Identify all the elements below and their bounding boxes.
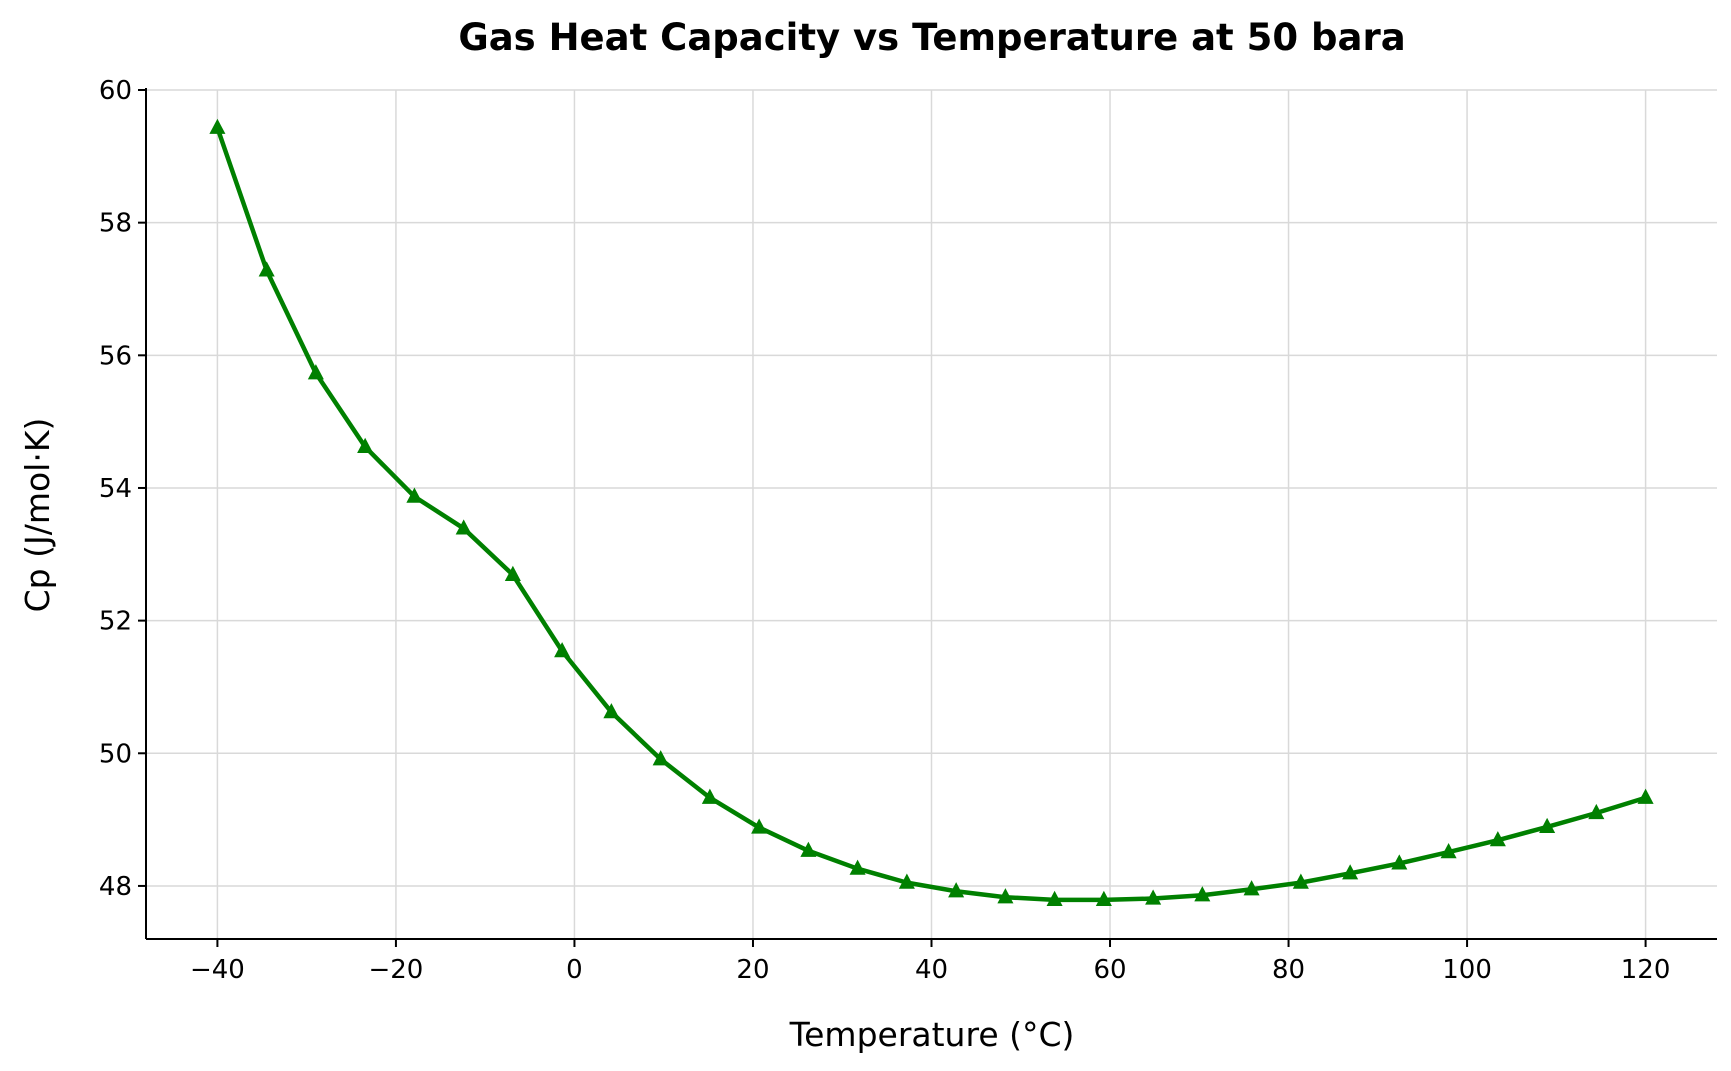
marker-layer — [209, 118, 1654, 906]
data-point-marker — [1637, 788, 1654, 804]
x-tick-label: 0 — [566, 955, 583, 985]
y-tick-label: 56 — [99, 341, 132, 371]
data-point-marker — [1342, 864, 1359, 880]
data-point-marker — [357, 437, 374, 453]
x-tick-label: 100 — [1442, 955, 1492, 985]
y-axis-label: Cp (J/mol·K) — [18, 418, 57, 613]
data-point-marker — [800, 841, 817, 857]
y-tick-label: 60 — [99, 76, 132, 106]
grid — [146, 89, 1717, 939]
data-point-marker — [455, 519, 472, 535]
data-point-marker — [1194, 886, 1211, 902]
data-point-marker — [554, 642, 571, 658]
x-tick-label: 120 — [1621, 955, 1671, 985]
y-tick-label: 50 — [99, 739, 132, 769]
data-point-marker — [258, 261, 275, 277]
data-point-marker — [209, 118, 226, 134]
x-tick-label: 40 — [915, 955, 948, 985]
data-point-marker — [1243, 880, 1260, 896]
x-tick-label: 60 — [1093, 955, 1126, 985]
x-tick-label: 80 — [1272, 955, 1305, 985]
data-point-marker — [603, 703, 620, 719]
data-point-marker — [1539, 817, 1556, 834]
data-point-marker — [1046, 890, 1063, 906]
series-layer — [215, 125, 1648, 903]
data-point-marker — [948, 882, 965, 898]
data-point-marker — [504, 565, 521, 581]
chart-title: Gas Heat Capacity vs Temperature at 50 b… — [458, 16, 1405, 59]
data-point-marker — [1095, 890, 1112, 906]
data-point-marker — [751, 818, 768, 834]
series-line — [215, 125, 1648, 903]
data-point-marker — [406, 487, 423, 503]
y-tick-label: 58 — [99, 209, 132, 239]
data-point-marker — [849, 859, 866, 875]
data-point-marker — [1391, 854, 1408, 870]
data-point-marker — [307, 364, 324, 380]
data-point-marker — [1292, 873, 1309, 889]
data-point-marker — [1440, 843, 1457, 859]
data-point-marker — [1145, 889, 1162, 905]
x-tick-label: −20 — [368, 955, 423, 985]
data-point-marker — [1588, 803, 1605, 820]
x-tick-label: −40 — [190, 955, 245, 985]
data-point-marker — [997, 888, 1014, 904]
x-tick-label: 20 — [736, 955, 769, 985]
data-point-marker — [652, 750, 669, 766]
x-axis-label: Temperature (°C) — [789, 1015, 1075, 1054]
data-point-marker — [701, 788, 718, 804]
x-axis-ticks: −40 −20 0 20 40 60 80 100 120 — [190, 939, 1670, 985]
data-point-marker — [1489, 831, 1506, 847]
y-tick-label: 48 — [99, 872, 132, 902]
y-tick-label: 54 — [99, 474, 132, 504]
y-axis-ticks: 48 50 52 54 56 58 60 — [99, 76, 146, 902]
data-point-marker — [898, 873, 915, 889]
y-tick-label: 52 — [99, 607, 132, 637]
